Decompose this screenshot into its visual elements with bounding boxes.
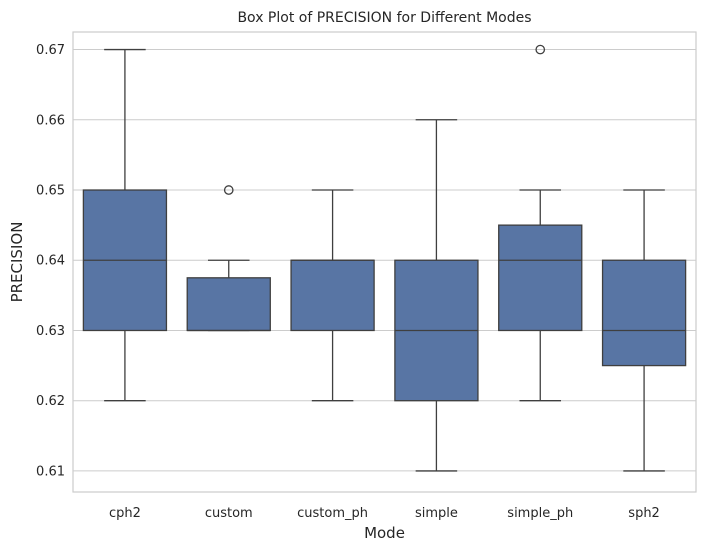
box-sph2	[601, 189, 687, 472]
box-custom	[186, 185, 271, 332]
x-tick-label: custom	[205, 506, 253, 521]
box-series	[82, 44, 687, 472]
x-axis-title: Mode	[364, 524, 405, 542]
grid-lines	[73, 49, 696, 472]
plot-area-frame	[72, 31, 697, 493]
iqr-box	[186, 277, 271, 332]
x-tick-label: simple_ph	[507, 506, 573, 521]
y-tick-label: 0.66	[36, 113, 65, 128]
x-tick-label: simple	[415, 506, 458, 521]
x-tick-labels: cph2 custom custom_ph simple simple_ph sph2	[109, 506, 660, 521]
y-tick-labels: 0.61 0.62 0.63 0.64 0.65 0.66 0.67	[36, 43, 65, 479]
box-simple_ph	[498, 44, 583, 402]
y-tick-label: 0.63	[36, 324, 65, 339]
y-tick-label: 0.67	[36, 43, 65, 58]
x-tick-label: sph2	[628, 506, 660, 521]
y-tick-label: 0.64	[36, 254, 65, 269]
box-cph2	[82, 48, 168, 402]
outlier-point	[535, 44, 546, 55]
iqr-box	[498, 224, 583, 332]
iqr-box	[290, 259, 375, 332]
x-tick-label: cph2	[109, 506, 141, 521]
box-simple	[394, 119, 479, 472]
iqr-box	[601, 259, 687, 367]
y-tick-label: 0.65	[36, 184, 65, 199]
y-tick-label: 0.62	[36, 394, 65, 409]
outlier-point	[223, 185, 234, 195]
x-tick-label: custom_ph	[297, 506, 368, 521]
y-axis-title: PRECISION	[8, 222, 26, 303]
chart-title: Box Plot of PRECISION for Different Mode…	[237, 10, 531, 26]
y-tick-label: 0.61	[36, 464, 65, 479]
box-custom_ph	[290, 189, 375, 402]
